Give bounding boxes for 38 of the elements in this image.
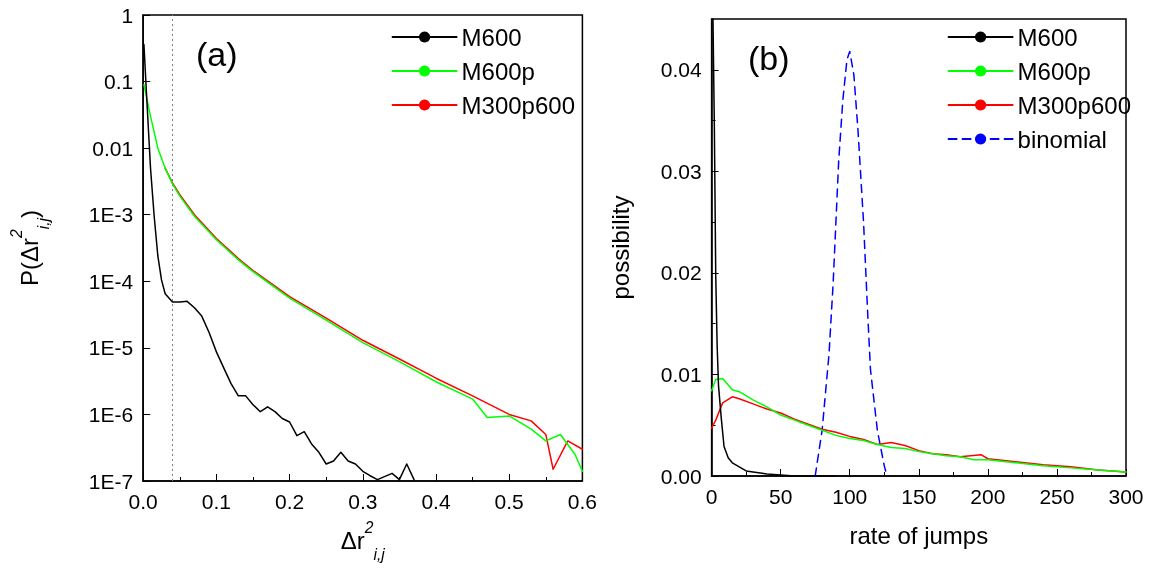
legend-label: binomial: [1017, 125, 1107, 153]
legend-label: M600: [1017, 23, 1078, 51]
x-tick-label: 150: [901, 485, 937, 508]
x-tick-label: 0.3: [348, 490, 378, 513]
x-tick-label: 0.4: [421, 490, 451, 513]
y-tick-label: 1E-3: [88, 203, 134, 227]
x-tick-label: 250: [1039, 485, 1075, 508]
x-tick-label: 0: [705, 485, 718, 508]
y-axis-title: P(Δr2i,j): [7, 210, 52, 286]
y-tick-label: 0.04: [660, 58, 702, 82]
x-tick-label: 200: [970, 485, 1006, 508]
x-tick-label: 0.0: [128, 490, 158, 513]
legend-label: M600p: [1017, 57, 1091, 85]
y-tick-label: 0.00: [660, 464, 702, 488]
y-tick-label: 0.01: [92, 136, 134, 160]
y-tick-label: 0.03: [660, 159, 702, 183]
x-tick-label: 100: [832, 485, 868, 508]
x-tick-label: 0.2: [275, 490, 305, 513]
y-tick-label: 1: [121, 3, 134, 27]
y-axis-title: possibility: [606, 195, 634, 300]
y-tick-label: 1E-6: [88, 402, 134, 426]
x-tick-label: 300: [1108, 485, 1144, 508]
y-tick-label: 1E-5: [88, 336, 134, 360]
annotation: (a): [196, 35, 238, 73]
x-tick-label: 0.5: [494, 490, 524, 513]
x-axis-title: rate of jumps: [849, 522, 989, 550]
y-tick-label: 0.02: [660, 261, 702, 285]
y-tick-label: 1E-4: [88, 269, 134, 293]
x-tick-label: 50: [768, 485, 793, 508]
legend-label: M300p600: [461, 91, 576, 119]
x-tick-label: 0.6: [567, 490, 598, 513]
x-tick-label: 0.1: [201, 490, 231, 513]
annotation: (b): [748, 39, 790, 77]
legend-label: M600p: [461, 57, 535, 85]
y-tick-label: 1E-7: [88, 469, 134, 493]
legend-label: M600: [461, 23, 522, 51]
y-tick-label: 0.01: [660, 362, 702, 386]
y-tick-label: 0.1: [104, 70, 134, 94]
